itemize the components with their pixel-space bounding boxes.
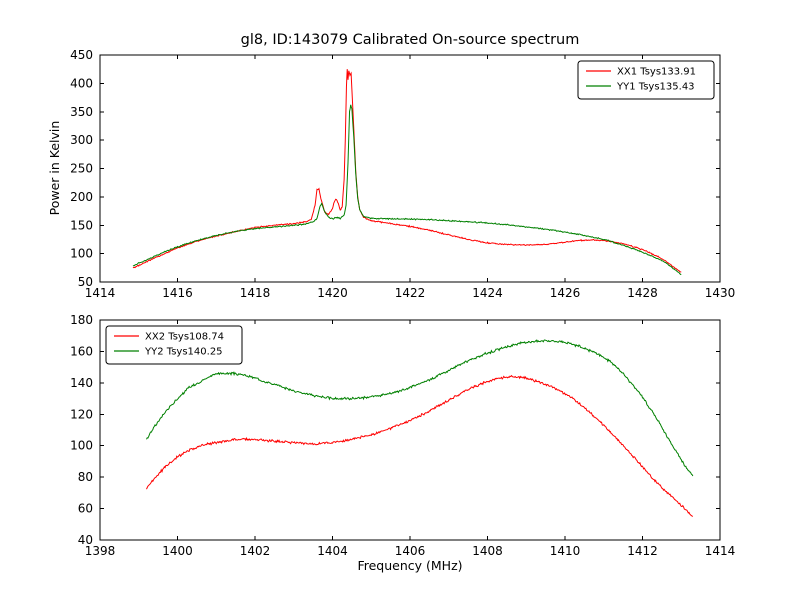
legend-label: YY1 Tsys135.43 bbox=[616, 82, 695, 93]
legend-label: XX2 Tsys108.74 bbox=[145, 332, 224, 343]
y-tick-label: 200 bbox=[70, 190, 93, 204]
chart-title: gl8, ID:143079 Calibrated On-source spec… bbox=[240, 32, 580, 48]
x-tick-label: 1408 bbox=[472, 544, 503, 558]
x-axis-label: Frequency (MHz) bbox=[357, 558, 463, 573]
x-tick-label: 1426 bbox=[550, 286, 581, 300]
x-tick-label: 1428 bbox=[627, 286, 658, 300]
y-tick-label: 350 bbox=[70, 105, 93, 119]
y-tick-label: 100 bbox=[70, 439, 93, 453]
y-tick-label: 160 bbox=[70, 344, 93, 358]
y-tick-label: 250 bbox=[70, 162, 93, 176]
x-tick-label: 1414 bbox=[705, 544, 736, 558]
x-tick-label: 1424 bbox=[472, 286, 503, 300]
x-tick-label: 1406 bbox=[395, 544, 426, 558]
y-tick-label: 150 bbox=[70, 218, 93, 232]
x-tick-label: 1418 bbox=[240, 286, 271, 300]
series-line-yy2 bbox=[146, 339, 694, 477]
x-tick-label: 1414 bbox=[85, 286, 116, 300]
series-line-yy1 bbox=[132, 104, 682, 276]
y-tick-label: 50 bbox=[78, 275, 93, 289]
series-line-xx2 bbox=[146, 374, 694, 517]
x-tick-label: 1410 bbox=[550, 544, 581, 558]
x-tick-label: 1430 bbox=[705, 286, 736, 300]
plot-1: 1398 1400 1402 1404 1406 1408 1410 1412 1414 40 60… bbox=[70, 313, 735, 558]
y-tick-label: 60 bbox=[78, 502, 93, 516]
y-tick-label: 300 bbox=[70, 133, 93, 147]
x-tick-label: 1402 bbox=[240, 544, 271, 558]
x-tick-label: 1398 bbox=[85, 544, 116, 558]
legend-label: XX1 Tsys133.91 bbox=[617, 67, 696, 78]
y-tick-label: 180 bbox=[70, 313, 93, 327]
y-tick-label: 400 bbox=[70, 76, 93, 90]
y-tick-label: 450 bbox=[70, 48, 93, 62]
y-tick-label: 100 bbox=[70, 247, 93, 261]
legend-box bbox=[577, 60, 715, 100]
y-tick-label: 40 bbox=[78, 533, 93, 547]
x-tick-label: 1422 bbox=[395, 286, 426, 300]
x-tick-label: 1404 bbox=[317, 544, 348, 558]
legend: XX2 Tsys108.74 YY2 Tsys140.25 bbox=[105, 325, 243, 365]
y-axis-label: Power in Kelvin bbox=[47, 120, 62, 216]
legend-label: YY2 Tsys140.25 bbox=[144, 347, 223, 358]
y-tick-label: 140 bbox=[70, 376, 93, 390]
y-tick-label: 80 bbox=[78, 470, 93, 484]
x-tick-label: 1400 bbox=[162, 544, 193, 558]
legend: XX1 Tsys133.91 YY1 Tsys135.43 bbox=[577, 60, 715, 100]
x-tick-label: 1420 bbox=[317, 286, 348, 300]
plot-0: 1414 1416 1418 1420 1422 1424 1426 1428 1430 50 10… bbox=[70, 48, 735, 300]
legend-box bbox=[105, 325, 243, 365]
y-tick-label: 120 bbox=[70, 407, 93, 421]
series-line-xx1 bbox=[132, 69, 682, 273]
x-tick-label: 1416 bbox=[162, 286, 193, 300]
x-tick-label: 1412 bbox=[627, 544, 658, 558]
